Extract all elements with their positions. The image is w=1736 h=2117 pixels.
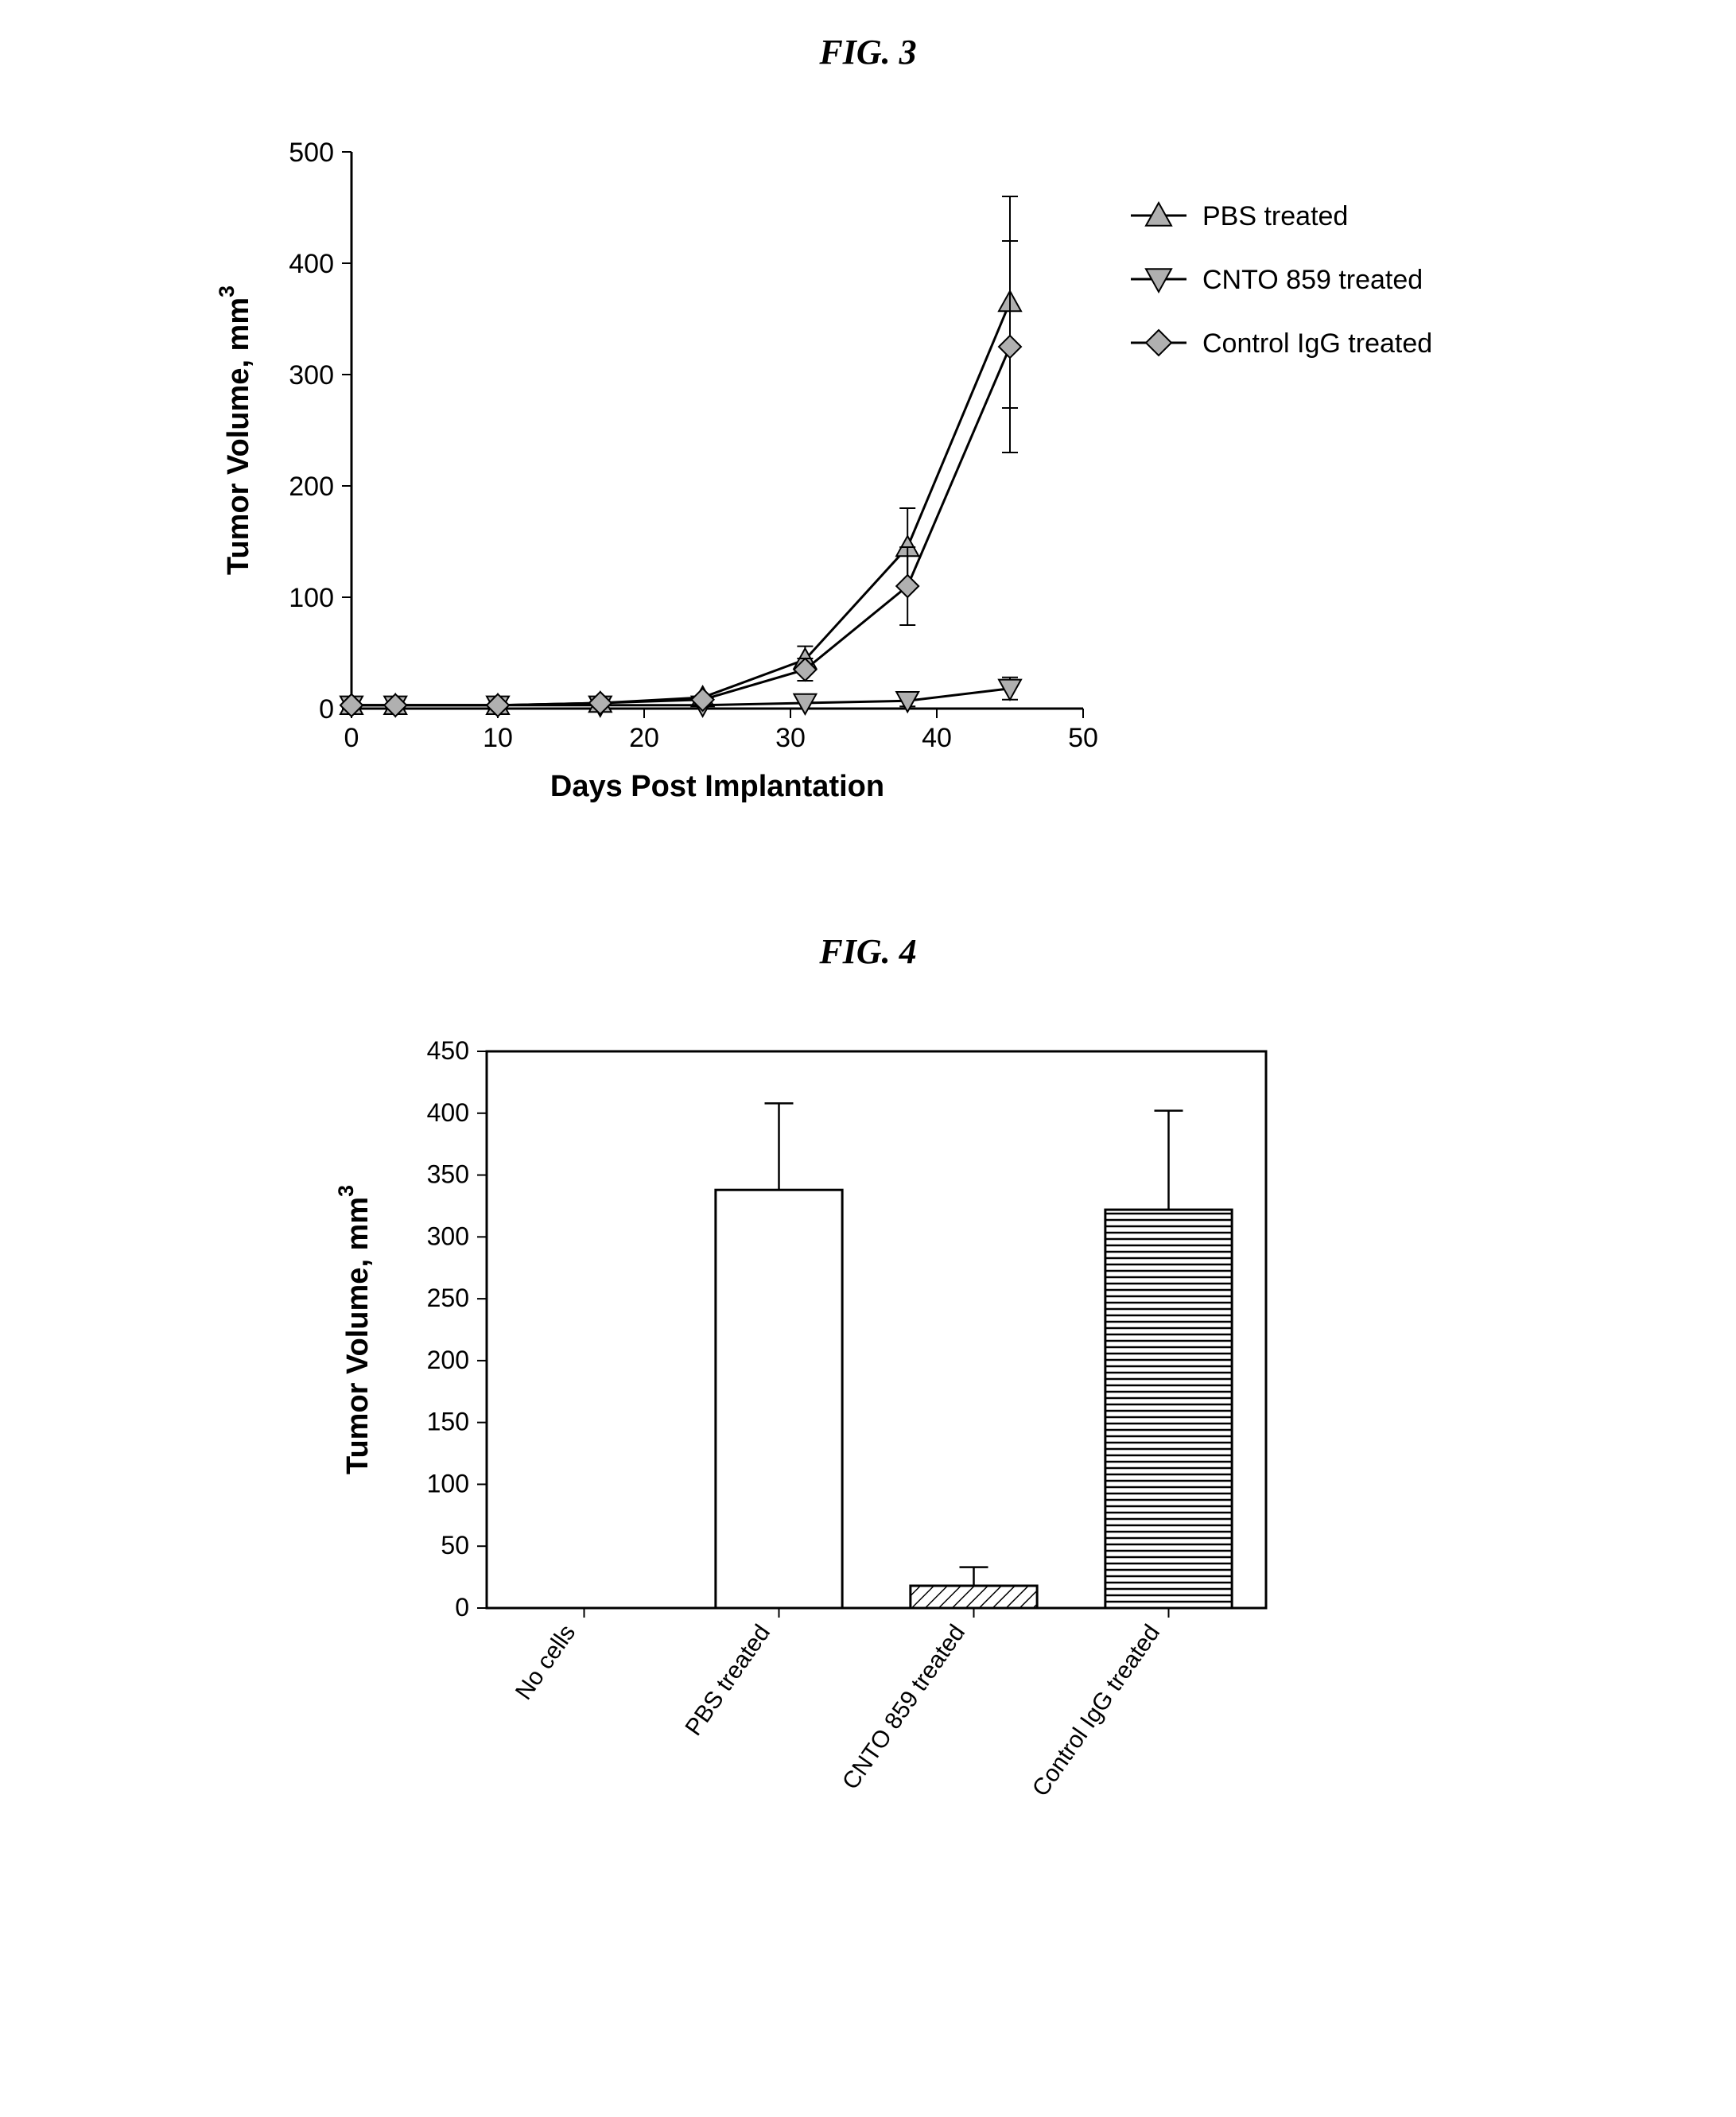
y-tick-label: 100 bbox=[426, 1469, 468, 1497]
x-tick-label: 40 bbox=[922, 723, 952, 753]
y-axis-label: Tumor Volume, mm3 bbox=[334, 1185, 375, 1474]
figure-4-title: FIG. 4 bbox=[32, 931, 1704, 972]
y-tick-label: 50 bbox=[441, 1531, 469, 1560]
y-tick-label: 400 bbox=[289, 249, 334, 279]
bar bbox=[1105, 1210, 1231, 1608]
x-category-label: CNTO 859 treated bbox=[837, 1620, 969, 1794]
figure-4: FIG. 4 0 50 100 150 200 250 300 350 400 450 Tumor … bbox=[32, 931, 1704, 1894]
y-tick-label: 350 bbox=[426, 1160, 468, 1189]
x-tick-label: 30 bbox=[775, 723, 806, 753]
y-tick-label: 200 bbox=[289, 472, 334, 502]
legend-marker bbox=[1146, 269, 1171, 292]
x-category-label: PBS treated bbox=[680, 1620, 775, 1740]
bar bbox=[910, 1586, 1036, 1608]
marker-diamond bbox=[999, 336, 1021, 358]
y-tick-label: 150 bbox=[426, 1408, 468, 1436]
y-tick-label: 400 bbox=[426, 1098, 468, 1127]
x-axis-label: Days Post Implantation bbox=[550, 770, 884, 803]
figure-3-title: FIG. 3 bbox=[32, 32, 1704, 72]
figure-3-chart-wrapper: 0 100 200 300 400 500 0 10 20 30 40 50 Tumor Volume,… bbox=[32, 120, 1704, 836]
x-tick-label: 20 bbox=[629, 723, 659, 753]
y-tick-label: 200 bbox=[426, 1346, 468, 1374]
y-tick-label: 450 bbox=[426, 1036, 468, 1065]
y-tick-label: 300 bbox=[426, 1222, 468, 1250]
y-tick-label: 0 bbox=[455, 1593, 469, 1622]
bar bbox=[715, 1190, 841, 1608]
legend-label: Control IgG treated bbox=[1202, 328, 1432, 359]
x-category-label: No cells bbox=[510, 1620, 580, 1704]
legend-marker bbox=[1146, 203, 1171, 226]
x-tick-label: 0 bbox=[344, 723, 359, 753]
series-line bbox=[351, 302, 1010, 705]
x-category-label: Control IgG treated bbox=[1027, 1620, 1164, 1801]
series-line bbox=[351, 347, 1010, 705]
x-tick-label: 50 bbox=[1068, 723, 1098, 753]
figure-4-chart-wrapper: 0 50 100 150 200 250 300 350 400 450 Tumor Volume,… bbox=[32, 1020, 1704, 1894]
figure-3-chart: 0 100 200 300 400 500 0 10 20 30 40 50 Tumor Volume,… bbox=[192, 120, 1544, 836]
figure-3: FIG. 3 0 100 200 300 400 500 0 10 20 30 40 50 Tumor … bbox=[32, 32, 1704, 836]
y-axis-label: Tumor Volume, mm3 bbox=[215, 286, 255, 575]
y-tick-label: 0 bbox=[319, 694, 334, 724]
figure-4-chart: 0 50 100 150 200 250 300 350 400 450 Tumor Volume,… bbox=[312, 1020, 1425, 1894]
y-tick-label: 300 bbox=[289, 360, 334, 390]
y-tick-label: 250 bbox=[426, 1284, 468, 1312]
legend-label: PBS treated bbox=[1202, 201, 1348, 231]
y-tick-label: 500 bbox=[289, 138, 334, 168]
x-tick-label: 10 bbox=[483, 723, 513, 753]
legend-label: CNTO 859 treated bbox=[1202, 265, 1423, 295]
legend-marker bbox=[1146, 330, 1171, 355]
y-tick-label: 100 bbox=[289, 583, 334, 613]
